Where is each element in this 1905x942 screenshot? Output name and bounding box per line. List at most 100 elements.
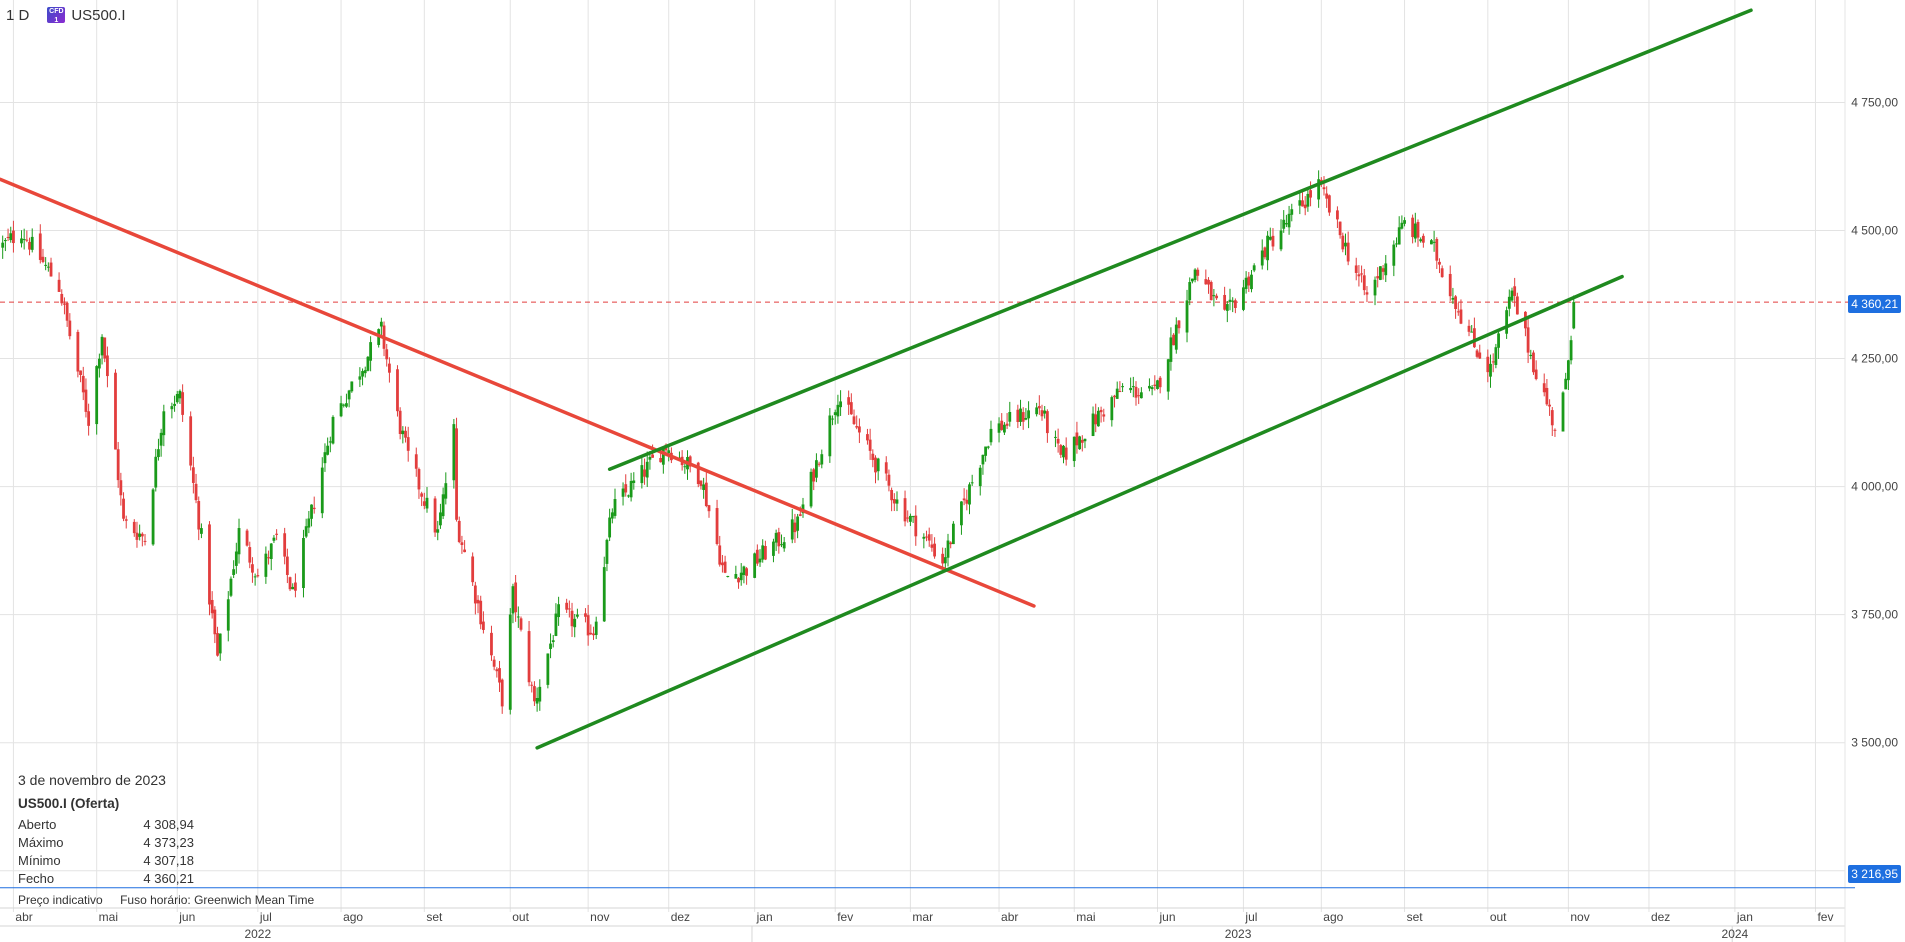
candle (473, 581, 477, 615)
candle-body (1075, 432, 1079, 446)
candle (140, 532, 144, 547)
candle-body (567, 608, 571, 610)
candle-body (1282, 219, 1286, 229)
candle (565, 598, 569, 613)
candle (742, 565, 746, 584)
candle-body (927, 534, 931, 541)
candle-body (1209, 281, 1213, 301)
candle (417, 467, 421, 499)
candle (248, 541, 252, 569)
candle (763, 540, 767, 561)
candle (253, 573, 257, 586)
candle (1204, 269, 1208, 285)
candle-body (1008, 412, 1012, 422)
candle-body (535, 698, 539, 704)
candle-body (63, 303, 66, 305)
candle-body (1169, 337, 1173, 362)
candle-body (793, 522, 797, 533)
candle-body (1432, 241, 1436, 243)
candle-body (1548, 404, 1551, 407)
x-tick-label: jun (178, 910, 195, 924)
candle (495, 667, 499, 678)
candle-body (895, 499, 899, 504)
candle-body (1099, 409, 1103, 413)
candle-body (1303, 204, 1307, 209)
candle (567, 600, 571, 618)
timezone-label[interactable]: Fuso horário: Greenwich Mean Time (120, 893, 315, 907)
candle (986, 445, 990, 450)
candle-body (500, 679, 504, 707)
candle (1454, 295, 1457, 319)
candle (1021, 407, 1025, 430)
candle-body (1035, 407, 1039, 415)
candle (753, 552, 757, 579)
candle-body (997, 423, 1001, 433)
candle-body (1062, 445, 1065, 458)
candle (420, 491, 424, 507)
candle-body (1137, 395, 1141, 397)
candle (573, 614, 577, 638)
candle-body (1507, 296, 1511, 309)
candle-body (1228, 299, 1232, 302)
candle-body (106, 355, 109, 377)
candle (624, 474, 628, 497)
candle (457, 516, 461, 544)
x-tick-label: nov (1570, 910, 1589, 924)
candle-body (1550, 410, 1554, 426)
candle (218, 633, 222, 661)
candle-body (452, 424, 456, 481)
candle-body (1298, 200, 1302, 206)
candle-body (1019, 408, 1022, 422)
candle-body (1338, 221, 1342, 236)
candle-body (702, 484, 706, 490)
candle (549, 633, 552, 659)
candle-body (589, 632, 593, 635)
candle (441, 487, 445, 520)
candle-body (1403, 220, 1406, 224)
candle-body (1204, 279, 1208, 285)
timeframe-selector[interactable]: 1 D (6, 6, 30, 24)
candle (1336, 206, 1339, 229)
candle (831, 415, 834, 426)
candle (643, 458, 646, 485)
candle-body (667, 450, 671, 454)
candle-body (218, 633, 222, 654)
candle (1231, 297, 1235, 313)
candle (1303, 196, 1307, 216)
candle (755, 544, 759, 566)
candle-body (490, 632, 493, 656)
candle (1266, 231, 1269, 271)
candle-body (44, 264, 48, 266)
candle (1169, 327, 1173, 371)
candle-body (1542, 383, 1546, 393)
candle (815, 453, 818, 483)
candle (1362, 268, 1366, 296)
candle (283, 527, 287, 565)
candle (159, 428, 163, 457)
candle (1298, 192, 1302, 215)
candle-body (1435, 239, 1439, 261)
candle-body (396, 369, 399, 412)
candle (1542, 373, 1546, 397)
candle (345, 393, 348, 408)
candle (401, 426, 405, 444)
candle (1172, 333, 1176, 346)
candle-body (1150, 387, 1154, 390)
candle-body (267, 557, 270, 559)
horizontal-line-badge[interactable]: 3 216,95 (1848, 865, 1901, 883)
candle (229, 576, 233, 598)
candle-body (533, 686, 536, 702)
candle-body (1158, 377, 1162, 388)
candle-body (715, 508, 719, 544)
candle-body (530, 684, 534, 686)
candle-body (833, 412, 837, 416)
candle (366, 355, 370, 372)
candle (275, 529, 279, 541)
candle (702, 477, 706, 499)
candle (739, 563, 743, 586)
candle-body (933, 543, 936, 557)
candle-body (140, 533, 144, 537)
candle (492, 656, 496, 671)
symbol-name[interactable]: US500.I (71, 6, 126, 24)
